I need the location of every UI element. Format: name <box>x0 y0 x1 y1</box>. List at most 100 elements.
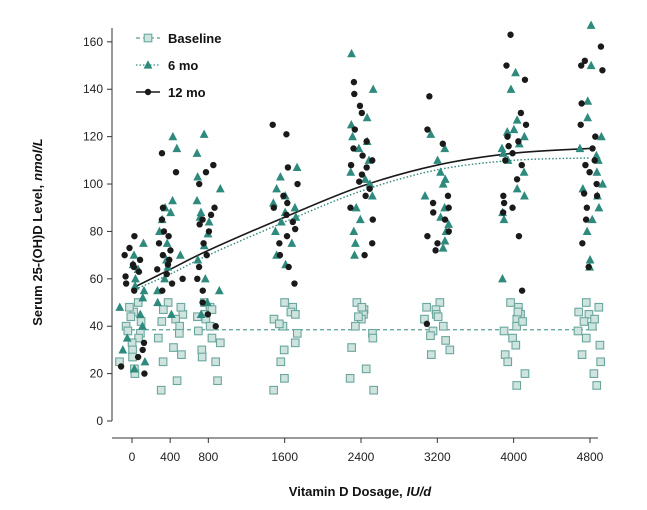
x-tick-label: 3200 <box>424 450 451 464</box>
data-point <box>518 287 526 294</box>
x-tick-label: 4800 <box>577 450 604 464</box>
data-point <box>160 228 168 235</box>
data-point <box>215 183 225 193</box>
data-point <box>426 129 436 138</box>
data-point <box>438 321 448 331</box>
data-point <box>197 345 207 355</box>
legend-marker <box>143 60 153 69</box>
data-point <box>212 323 219 330</box>
data-point <box>285 263 292 271</box>
data-point <box>420 191 430 200</box>
data-point <box>271 226 280 236</box>
data-point <box>498 274 507 283</box>
data-point <box>498 148 508 157</box>
x-axis-title: Vitamin D Dosage, IU/d <box>289 484 433 499</box>
data-point <box>592 381 602 390</box>
data-point <box>585 263 592 271</box>
data-point <box>513 176 521 183</box>
data-point <box>360 174 370 183</box>
data-point <box>351 126 359 133</box>
data-point <box>363 138 370 145</box>
data-point <box>361 251 368 259</box>
data-point <box>196 180 203 188</box>
data-point <box>522 121 530 128</box>
data-point <box>433 155 442 164</box>
data-point <box>512 115 522 124</box>
data-point <box>577 121 584 128</box>
data-point <box>503 62 510 69</box>
data-point <box>122 333 132 342</box>
data-point <box>584 310 594 319</box>
data-point <box>593 192 601 200</box>
x-axis-title-unit: IU/d <box>407 484 433 499</box>
data-point <box>193 172 203 181</box>
y-axis-title: Serum 25-(OH)D Level, nmol/L <box>30 138 45 326</box>
data-point <box>440 174 450 183</box>
data-point <box>350 78 358 86</box>
data-point <box>172 376 182 386</box>
data-point <box>511 340 521 350</box>
data-point <box>434 240 441 247</box>
data-point <box>509 150 516 157</box>
data-point <box>430 209 437 216</box>
data-point <box>200 274 210 283</box>
data-point <box>211 357 221 367</box>
data-point <box>438 179 448 188</box>
data-point <box>507 31 514 38</box>
data-point <box>172 143 182 153</box>
data-point <box>575 143 585 153</box>
data-point <box>363 164 370 171</box>
data-point <box>359 152 366 159</box>
data-point <box>123 326 133 336</box>
data-point <box>268 198 278 207</box>
data-point <box>154 266 161 273</box>
data-point <box>366 185 373 192</box>
data-point <box>131 274 140 283</box>
data-point <box>193 255 203 264</box>
y-tick-label: 20 <box>90 367 104 381</box>
data-point <box>362 192 369 200</box>
data-point <box>351 90 358 98</box>
data-point <box>213 376 222 386</box>
data-point <box>500 350 510 359</box>
data-point <box>207 211 215 219</box>
data-point <box>351 321 360 331</box>
data-point <box>445 345 455 355</box>
data-point <box>200 240 207 247</box>
data-point <box>499 214 509 224</box>
data-point <box>429 199 437 207</box>
legend-marker <box>143 33 153 43</box>
data-point <box>578 183 588 193</box>
data-point <box>162 238 172 247</box>
fit-line-12-mo <box>131 147 591 290</box>
data-point <box>500 199 508 207</box>
legend-item-12-mo: 12 mo <box>136 85 206 100</box>
data-point <box>199 216 206 223</box>
data-point <box>196 207 206 217</box>
data-point <box>168 195 177 205</box>
x-tick-label: 400 <box>160 450 180 464</box>
data-point <box>177 350 186 359</box>
data-point <box>502 127 512 136</box>
data-point <box>512 321 521 331</box>
data-point <box>581 57 589 65</box>
data-point <box>121 251 128 259</box>
data-point <box>499 326 509 336</box>
y-tick-label: 140 <box>83 82 103 96</box>
data-point <box>155 240 163 247</box>
data-point <box>423 320 431 328</box>
data-point <box>355 214 365 224</box>
data-point <box>365 179 375 188</box>
data-point <box>130 281 140 290</box>
data-point <box>432 247 439 254</box>
data-point <box>176 302 186 312</box>
data-point <box>346 167 356 176</box>
data-point <box>586 20 596 29</box>
data-point <box>574 307 584 317</box>
data-point <box>199 287 206 294</box>
data-point <box>274 319 284 329</box>
data-point <box>158 150 166 157</box>
data-point <box>500 192 507 200</box>
legend-item-baseline: Baseline <box>136 31 221 46</box>
data-point <box>276 357 286 367</box>
